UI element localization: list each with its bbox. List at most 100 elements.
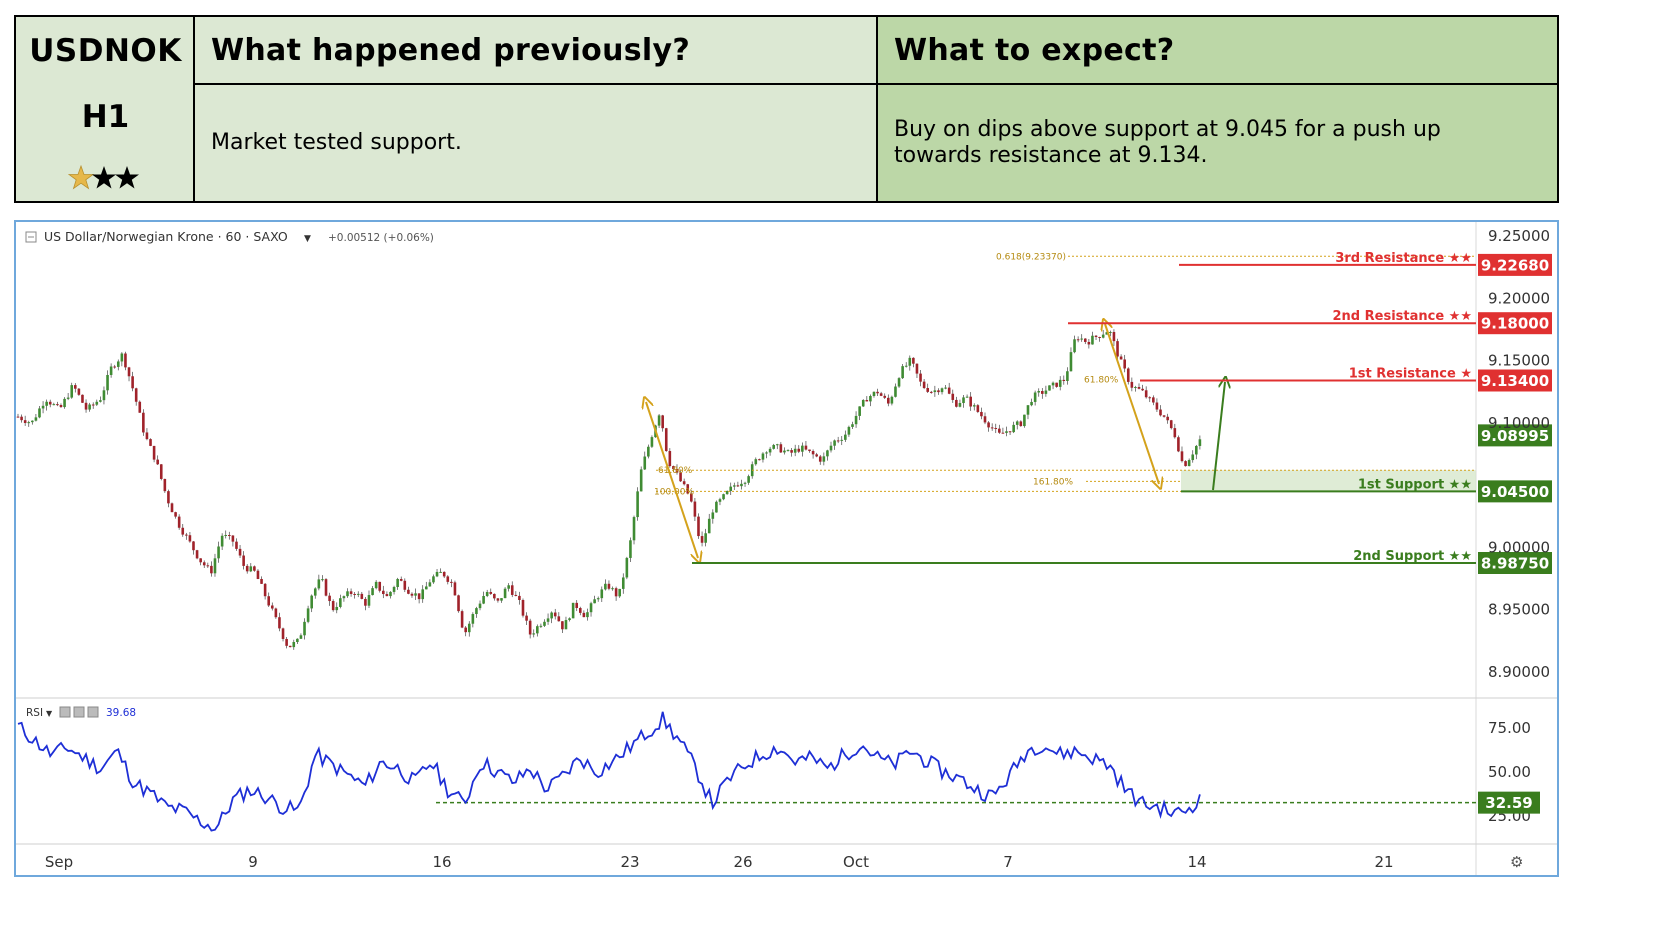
candle [625, 557, 629, 578]
candle [528, 620, 532, 635]
price-tick-label: 8.90000 [1488, 663, 1550, 681]
candle [700, 536, 704, 543]
candle [779, 444, 783, 453]
candle [818, 456, 822, 462]
candle [851, 424, 854, 427]
candle [245, 565, 249, 572]
rsi-level-tag [1478, 791, 1540, 814]
gear-icon[interactable]: ⚙ [1510, 853, 1523, 871]
candle [217, 546, 220, 559]
time-tick-label: Sep [45, 853, 73, 871]
candle [607, 583, 611, 589]
candle [861, 400, 865, 407]
candle [1005, 431, 1008, 433]
candle [156, 459, 159, 465]
visibility-icon[interactable] [59, 706, 71, 718]
candle [242, 555, 245, 566]
time-axis: Sep 9 16 23 26 Oct 7 14 21 [45, 853, 1394, 871]
candle [980, 411, 983, 417]
candle [59, 405, 63, 408]
star-icon [92, 166, 116, 189]
level-price: 9.22680 [1481, 256, 1549, 274]
chevron-down-icon[interactable]: ▼ [304, 234, 311, 244]
close-icon[interactable] [87, 706, 99, 718]
last-price-tag [1478, 424, 1552, 447]
candle [1152, 397, 1155, 403]
candle [747, 476, 750, 483]
candle [940, 388, 944, 393]
candle [74, 385, 77, 389]
candle [163, 478, 167, 492]
candle [206, 565, 210, 567]
rsi-tick-label: 75.00 [1488, 719, 1531, 737]
candle [668, 451, 672, 467]
candle [56, 404, 59, 406]
chevron-down-icon[interactable]: ▼ [46, 709, 53, 718]
candle [303, 621, 306, 636]
candle [514, 594, 518, 596]
candle [120, 353, 124, 362]
candle [124, 353, 127, 368]
candle [81, 394, 84, 403]
candle [457, 595, 460, 612]
candle [965, 396, 969, 398]
candle [138, 401, 142, 413]
candle [127, 367, 131, 377]
fib-swing-arrow [646, 402, 698, 558]
candle [432, 576, 435, 583]
candle [858, 406, 861, 416]
candle [801, 445, 804, 452]
level-price-tag [1478, 480, 1552, 503]
candle [972, 405, 976, 407]
candle [664, 428, 668, 452]
rsi-legend[interactable]: RSI [26, 707, 43, 719]
candle [507, 585, 510, 589]
candle [1116, 341, 1119, 357]
candle [826, 450, 829, 457]
candle [1098, 337, 1101, 339]
time-tick-label: 7 [1003, 853, 1013, 871]
candle [91, 404, 95, 406]
price-chart[interactable]: US Dollar/Norwegian Krone · 60 · SAXO ▼ … [16, 222, 1557, 875]
expect-title: What to expect? [894, 33, 1175, 68]
candle [887, 397, 890, 404]
symbol-legend[interactable]: US Dollar/Norwegian Krone · 60 · SAXO [44, 229, 288, 244]
candle [453, 582, 457, 596]
fib-layer: 0.618(9.23370)61.80%61.80%100.00%161.80% [646, 252, 1476, 558]
settings-icon[interactable] [73, 706, 85, 718]
candle [958, 403, 962, 407]
candle [288, 645, 292, 648]
candle [1123, 359, 1126, 369]
candle [1166, 416, 1169, 421]
candle [604, 583, 607, 590]
price-tick-label: 8.95000 [1488, 601, 1550, 619]
rsi-level-value: 32.59 [1485, 794, 1532, 812]
candle [711, 512, 715, 519]
candle [364, 598, 367, 606]
candle [170, 503, 174, 513]
candle [983, 416, 987, 423]
candle [1134, 387, 1137, 389]
candle [736, 485, 740, 487]
level-price: 9.13400 [1481, 372, 1549, 390]
candle [428, 582, 432, 587]
levels-layer: 3rd Resistance ★★ 9.22680 2nd Resistance ★… [692, 251, 1552, 574]
candle [278, 617, 281, 629]
collapse-icon[interactable] [25, 231, 37, 243]
candle [1141, 388, 1144, 391]
candle [1144, 390, 1148, 398]
candle [797, 448, 801, 452]
candle [328, 595, 331, 602]
candle [976, 405, 980, 412]
candle [890, 396, 894, 404]
candle [944, 387, 947, 389]
level-label: 3rd Resistance ★★ [1335, 251, 1472, 266]
candle [836, 440, 840, 442]
candle [1162, 415, 1166, 417]
projection-arrow [1212, 382, 1225, 491]
chart-panel[interactable]: US Dollar/Norwegian Krone · 60 · SAXO ▼ … [14, 220, 1559, 877]
candle [536, 626, 539, 634]
candle [52, 404, 56, 406]
candle [270, 605, 274, 609]
candle [424, 586, 428, 590]
